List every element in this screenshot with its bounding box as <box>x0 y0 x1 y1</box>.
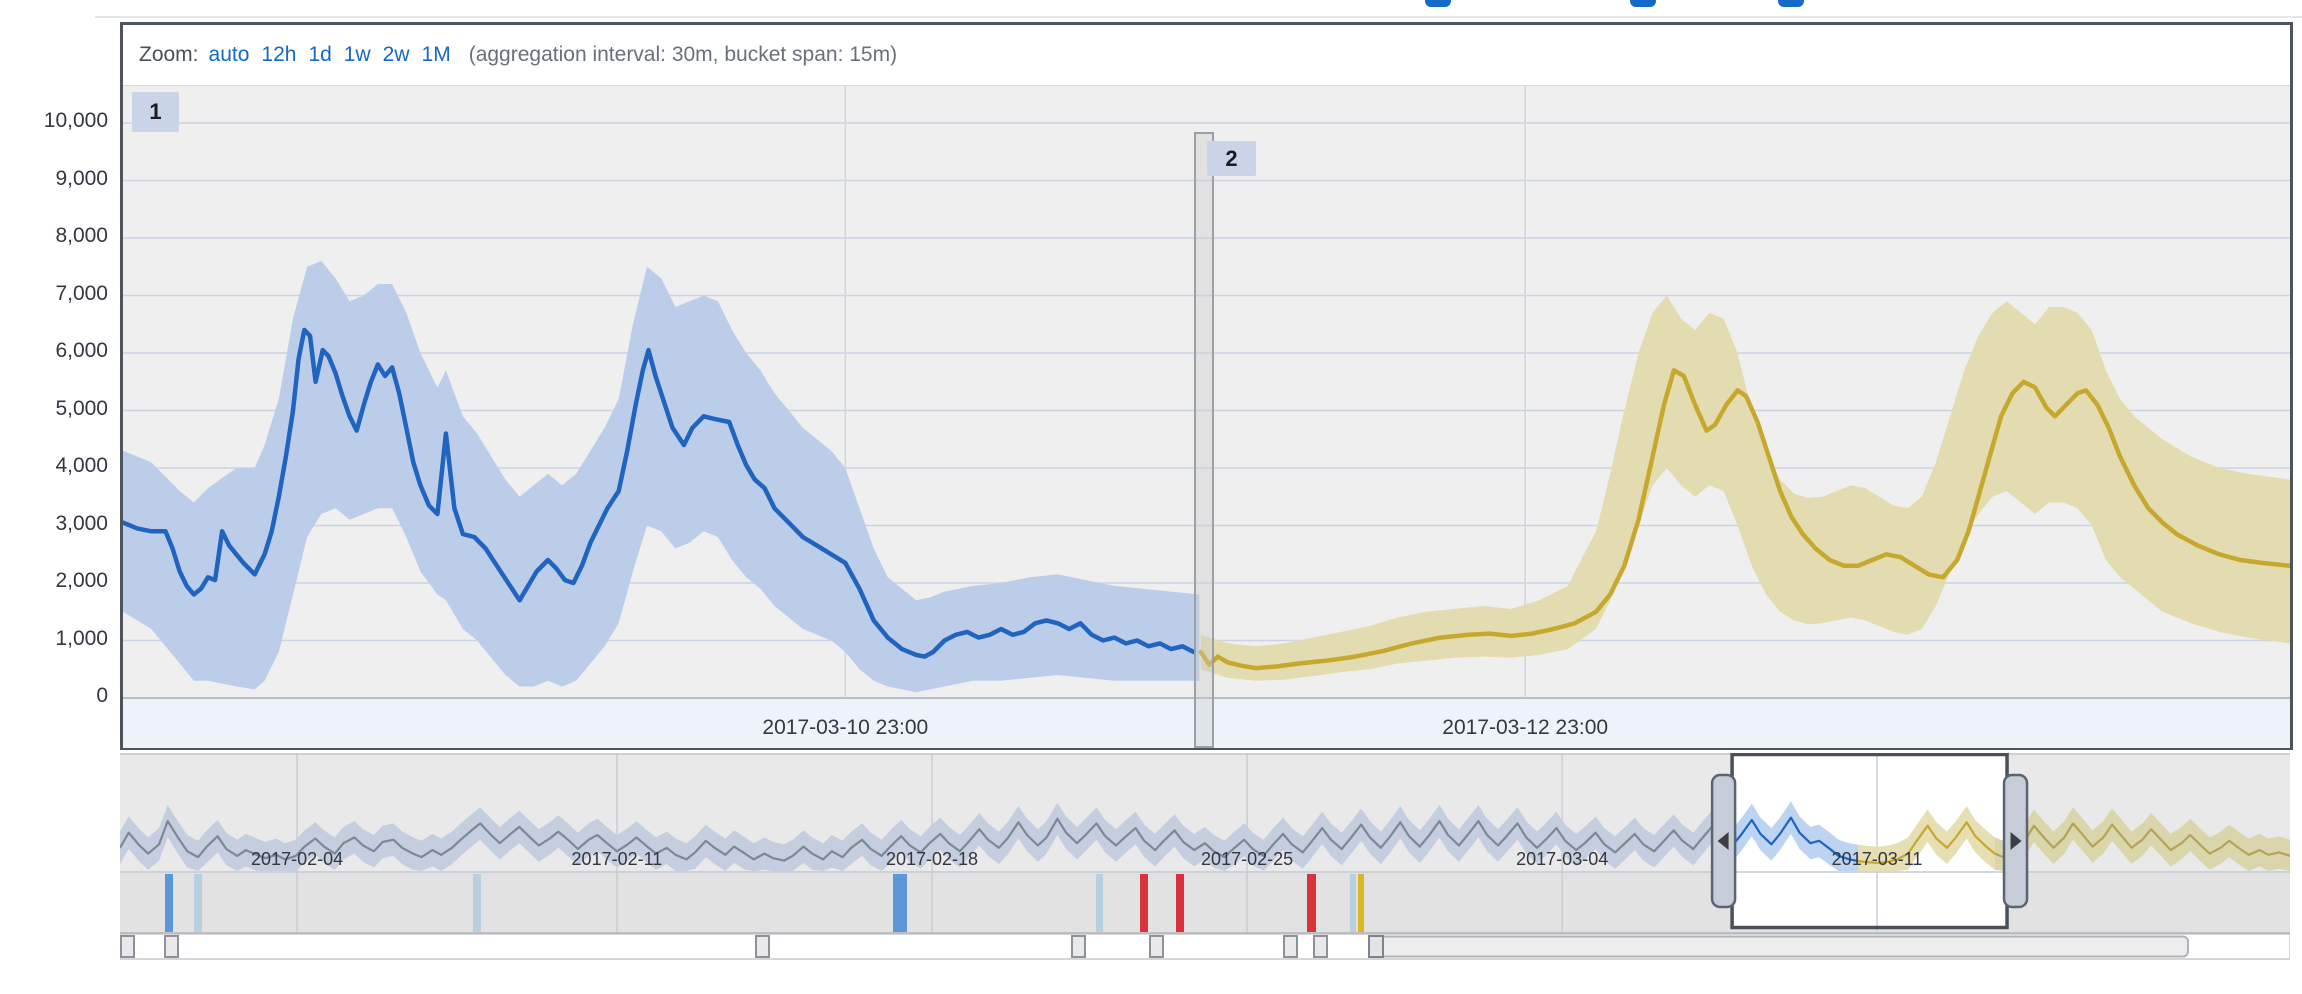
context-date-label: 2017-02-04 <box>251 849 343 869</box>
brush-handle-arrow-left-icon <box>1717 832 1729 850</box>
x-axis-tick-label: 2017-03-12 23:00 <box>1442 716 1608 739</box>
y-axis-tick-label: 5,000 <box>55 396 108 420</box>
y-axis-labels: 10,000 9,000 8,000 7,000 6,000 5,000 4,000 3,00… <box>0 22 108 762</box>
clipped-blue-control-icon <box>1425 0 1451 7</box>
swimlane-anomaly-cell-red[interactable] <box>1307 874 1316 932</box>
swimlane-anomaly-cell-pale[interactable] <box>1350 874 1356 932</box>
clipped-blue-control-icon <box>1778 0 1804 7</box>
annotation-marker[interactable] <box>1149 935 1164 958</box>
y-axis-tick-label: 9,000 <box>55 166 108 190</box>
annotation-marker[interactable] <box>1313 935 1328 958</box>
brush-handle-arrow-right-icon <box>2010 832 2022 850</box>
y-axis-tick-label: 8,000 <box>55 224 108 247</box>
x-axis-band <box>123 698 2290 748</box>
y-axis-tick-label: 0 <box>96 684 108 707</box>
swimlane-anomaly-cell-blue[interactable] <box>893 874 907 932</box>
context-selected-actual-bounds-area <box>1721 801 1878 871</box>
zoom-options: auto 12h 1d 1w 2w 1M <box>209 43 451 67</box>
aggregation-interval-note: (aggregation interval: 30m, bucket span:… <box>468 43 898 66</box>
context-chart-svg[interactable]: 2017-02-04 2017-02-11 2017-02-18 2017-02-25… <box>119 752 2291 963</box>
chart-zoom-toolbar: Zoom: auto 12h 1d 1w 2w 1M (aggregation inter… <box>123 25 2290 85</box>
annotation-marker[interactable] <box>164 935 179 958</box>
annotation-strip-handle[interactable] <box>1368 935 1384 958</box>
context-date-label: 2017-02-25 <box>1201 849 1293 869</box>
y-axis-tick-label: 6,000 <box>55 339 108 362</box>
context-history-line <box>119 817 1742 862</box>
annotation-2-region <box>1194 132 1214 748</box>
y-axis-tick-label: 1,000 <box>55 626 108 650</box>
annotation-badge-2[interactable]: 2 <box>1207 141 1256 176</box>
clipped-blue-control-icon <box>1630 0 1656 7</box>
x-axis-tick-label: 2017-03-10 23:00 <box>762 716 928 739</box>
context-history-bounds-area <box>120 802 1741 871</box>
forecast-bounds-area <box>1200 295 2290 681</box>
annotation-badge-1[interactable]: 1 <box>132 92 179 132</box>
y-axis-tick-label: 2,000 <box>55 569 108 592</box>
context-date-label: 2017-02-18 <box>886 849 978 869</box>
y-axis-tick-label: 3,000 <box>55 511 108 535</box>
actual-line <box>123 327 1197 659</box>
y-axis-tick-label: 4,000 <box>55 454 108 477</box>
zoom-option-12h[interactable]: 12h <box>261 43 297 66</box>
y-axis-tick-label: 10,000 <box>43 109 108 132</box>
swimlane-anomaly-cell-pale[interactable] <box>194 874 202 932</box>
swimlane-anomaly-cell-blue[interactable] <box>165 874 173 932</box>
zoom-option-1M[interactable]: 1M <box>421 43 451 66</box>
context-forecast-dim-line <box>1994 822 2291 860</box>
zoom-option-2w[interactable]: 2w <box>382 43 410 66</box>
forecast-line <box>1198 368 2290 671</box>
context-selected-actual-line <box>1720 816 1878 864</box>
zoom-label: Zoom: <box>139 43 199 66</box>
zoom-option-1w[interactable]: 1w <box>343 43 371 66</box>
zoom-option-1d[interactable]: 1d <box>308 43 332 66</box>
annotation-marker[interactable] <box>1283 935 1298 958</box>
swimlane-anomaly-cell-red[interactable] <box>1176 874 1184 932</box>
context-date-label: 2017-03-11 <box>1832 849 1923 869</box>
annotation-marker[interactable] <box>120 935 135 958</box>
swimlane-anomaly-cell-pale[interactable] <box>1096 874 1103 932</box>
annotation-marker[interactable] <box>755 935 770 958</box>
y-axis-tick-label: 7,000 <box>55 281 108 305</box>
swimlane-anomaly-cell-pale[interactable] <box>473 874 481 932</box>
context-date-label: 2017-02-11 <box>572 849 663 869</box>
zoom-option-auto[interactable]: auto <box>208 43 250 66</box>
top-divider <box>95 16 2302 18</box>
context-selected-forecast-line <box>1858 821 2016 864</box>
annotation-marker[interactable] <box>1071 935 1086 958</box>
timeseries-chart-panel: Zoom: auto 12h 1d 1w 2w 1M (aggregation inter… <box>120 22 2293 750</box>
focus-chart[interactable]: 2017-03-10 23:00 2017-03-12 23:00 1 2 <box>123 85 2290 748</box>
annotation-span-strip[interactable] <box>1368 935 2189 958</box>
context-chart[interactable]: 2017-02-04 2017-02-11 2017-02-18 2017-02-25… <box>119 752 2291 963</box>
swimlane-anomaly-cell-red[interactable] <box>1140 874 1148 932</box>
context-date-label: 2017-03-04 <box>1516 849 1608 869</box>
focus-chart-svg[interactable]: 2017-03-10 23:00 2017-03-12 23:00 <box>123 86 2290 748</box>
swimlane-anomaly-cell-yellow[interactable] <box>1358 874 1364 932</box>
